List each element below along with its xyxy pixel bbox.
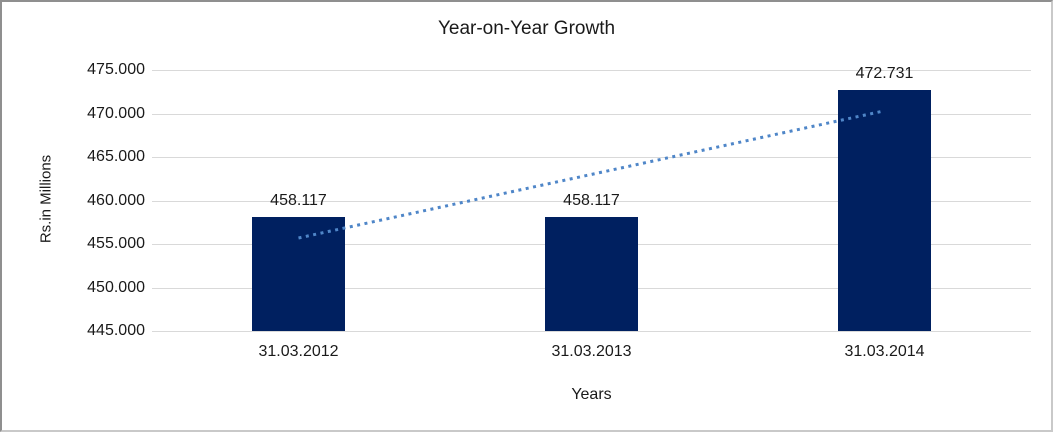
bar-value-label: 458.117 [270,191,327,209]
bar [252,216,345,331]
y-tick-label: 450.000 [87,278,145,296]
x-tick-label: 31.03.2014 [844,343,925,360]
gridline [152,157,1031,158]
gridline [152,70,1031,71]
gridline [152,331,1031,332]
y-tick-label: 445.000 [87,322,145,339]
bar-value-label: 458.117 [563,191,620,209]
y-tick-label: 455.000 [87,235,145,252]
bar [838,89,931,331]
x-tick-label: 31.03.2012 [258,343,339,360]
chart-title: Year-on-Year Growth [437,18,616,39]
gridline [152,113,1031,115]
bar-value-label: 472.731 [855,64,914,82]
plot-area: 458.117 458.117 472.731 [152,65,1031,332]
x-tick-label: 31.03.2013 [551,343,632,360]
bar [545,216,638,331]
trendline [298,109,885,240]
y-tick-label: 465.000 [87,148,145,165]
y-tick-label: 460.000 [87,191,145,209]
x-axis-title: Years [571,386,612,403]
y-tick-label: 470.000 [87,104,145,122]
y-tick-label: 475.000 [87,61,145,78]
gridline [152,200,1031,202]
